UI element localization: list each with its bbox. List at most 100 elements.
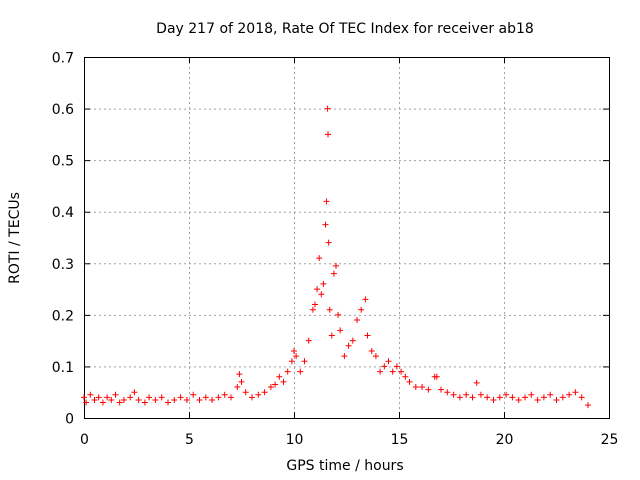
data-point — [309, 306, 316, 313]
data-point — [456, 394, 463, 401]
data-point — [324, 105, 331, 112]
data-point — [131, 389, 138, 396]
data-point — [255, 391, 262, 398]
data-point — [171, 396, 178, 403]
data-point — [108, 396, 115, 403]
data-point — [120, 396, 127, 403]
data-point — [141, 399, 148, 406]
data-point — [433, 373, 440, 380]
data-point — [534, 396, 541, 403]
data-point — [215, 394, 222, 401]
data-point — [116, 399, 123, 406]
y-tick-label: 0.1 — [52, 360, 74, 376]
data-point — [320, 280, 327, 287]
data-point — [385, 358, 392, 365]
data-point — [349, 337, 356, 344]
y-tick-label: 0.5 — [52, 154, 74, 170]
data-point — [183, 396, 190, 403]
data-point — [473, 379, 480, 386]
data-point — [389, 368, 396, 375]
data-markers — [81, 105, 591, 409]
data-point — [559, 394, 566, 401]
data-point — [406, 378, 413, 385]
data-point — [202, 394, 209, 401]
x-axis-label: GPS time / hours — [286, 458, 403, 474]
data-point — [547, 391, 554, 398]
data-point — [297, 368, 304, 375]
data-point — [284, 368, 291, 375]
data-point — [316, 255, 323, 262]
data-point — [190, 391, 197, 398]
data-point — [87, 391, 94, 398]
data-point — [209, 396, 216, 403]
y-axis-label: ROTI / TECUs — [7, 192, 23, 284]
data-point — [515, 396, 522, 403]
data-point — [393, 363, 400, 370]
y-tick-label: 0.2 — [52, 308, 74, 324]
data-point — [477, 391, 484, 398]
data-point — [463, 391, 470, 398]
data-point — [146, 394, 153, 401]
data-point — [341, 353, 348, 360]
data-point — [381, 363, 388, 370]
data-point — [312, 301, 318, 308]
data-point — [127, 394, 134, 401]
data-point — [328, 332, 335, 339]
data-point — [372, 353, 379, 360]
x-tick-labels: 0 5 10 15 20 25 — [80, 432, 618, 448]
data-point — [238, 378, 245, 385]
data-point — [333, 262, 339, 269]
x-tick-label: 5 — [185, 432, 194, 448]
data-point — [444, 389, 451, 396]
axis-ticks — [84, 57, 610, 419]
plot-frame — [84, 57, 610, 419]
data-point — [540, 394, 547, 401]
data-point — [330, 270, 337, 277]
data-point — [438, 386, 444, 393]
data-point — [165, 399, 171, 406]
data-point — [91, 396, 98, 403]
data-point — [276, 373, 283, 380]
data-point — [572, 389, 579, 396]
data-point — [503, 391, 510, 398]
data-point — [364, 332, 371, 339]
data-point — [335, 311, 342, 318]
data-point — [261, 389, 268, 396]
data-point — [242, 389, 249, 396]
data-point — [325, 131, 332, 138]
data-point — [267, 384, 274, 391]
data-point — [469, 394, 476, 401]
y-tick-label: 0.7 — [52, 51, 74, 67]
data-point — [368, 347, 375, 354]
data-point — [425, 386, 432, 393]
x-tick-label: 15 — [391, 432, 409, 448]
data-point — [553, 396, 560, 403]
data-point — [236, 371, 243, 378]
data-point — [318, 291, 325, 298]
grid-lines — [84, 57, 609, 418]
x-tick-label: 10 — [286, 432, 304, 448]
data-point — [419, 384, 426, 391]
data-point — [104, 394, 111, 401]
data-point — [196, 396, 203, 403]
data-point — [354, 317, 360, 324]
data-point — [291, 347, 297, 354]
data-point — [377, 368, 384, 375]
y-tick-label: 0 — [65, 412, 74, 428]
data-point — [322, 221, 329, 228]
data-point — [288, 358, 295, 365]
data-point — [83, 399, 90, 406]
data-point — [566, 391, 573, 398]
y-tick-label: 0.4 — [52, 205, 74, 221]
data-point — [152, 396, 159, 403]
y-tick-labels: 0 0.1 0.2 0.3 0.4 0.5 0.6 0.7 — [52, 51, 74, 428]
data-point — [112, 391, 119, 398]
chart-title: Day 217 of 2018, Rate Of TEC Index for r… — [156, 21, 534, 37]
x-tick-label: 25 — [601, 432, 619, 448]
data-point — [412, 384, 419, 391]
data-point — [305, 337, 312, 344]
data-point — [323, 198, 330, 205]
data-point — [301, 358, 308, 365]
data-point — [345, 342, 352, 349]
